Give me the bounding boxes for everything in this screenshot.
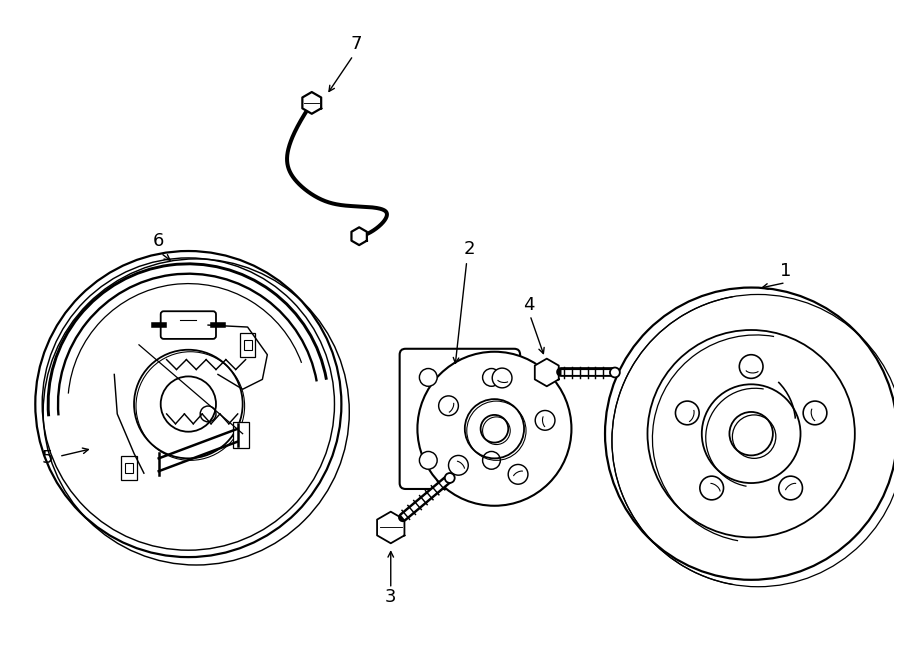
Text: 4: 4 bbox=[523, 296, 535, 315]
Bar bbox=[122, 456, 137, 480]
Text: 1: 1 bbox=[780, 262, 791, 280]
Circle shape bbox=[445, 473, 455, 483]
Circle shape bbox=[35, 251, 341, 557]
Bar bbox=[125, 463, 133, 473]
Circle shape bbox=[536, 410, 555, 430]
Circle shape bbox=[610, 368, 620, 377]
Text: 7: 7 bbox=[350, 34, 362, 53]
Bar bbox=[244, 340, 251, 350]
Polygon shape bbox=[535, 359, 559, 386]
Circle shape bbox=[419, 369, 437, 386]
Text: 6: 6 bbox=[153, 232, 165, 250]
Circle shape bbox=[448, 455, 468, 475]
Polygon shape bbox=[377, 512, 404, 543]
Bar bbox=[239, 333, 256, 357]
Circle shape bbox=[492, 368, 512, 388]
Circle shape bbox=[419, 451, 437, 469]
Text: 2: 2 bbox=[464, 240, 475, 258]
Circle shape bbox=[482, 451, 500, 469]
Bar bbox=[233, 422, 248, 447]
FancyBboxPatch shape bbox=[400, 349, 520, 489]
Polygon shape bbox=[302, 92, 321, 114]
Text: 3: 3 bbox=[385, 588, 397, 605]
Circle shape bbox=[508, 465, 528, 485]
Circle shape bbox=[418, 352, 572, 506]
FancyBboxPatch shape bbox=[161, 311, 216, 339]
Circle shape bbox=[438, 396, 458, 416]
Text: 5: 5 bbox=[41, 449, 53, 467]
Polygon shape bbox=[352, 227, 367, 245]
Circle shape bbox=[482, 369, 500, 386]
